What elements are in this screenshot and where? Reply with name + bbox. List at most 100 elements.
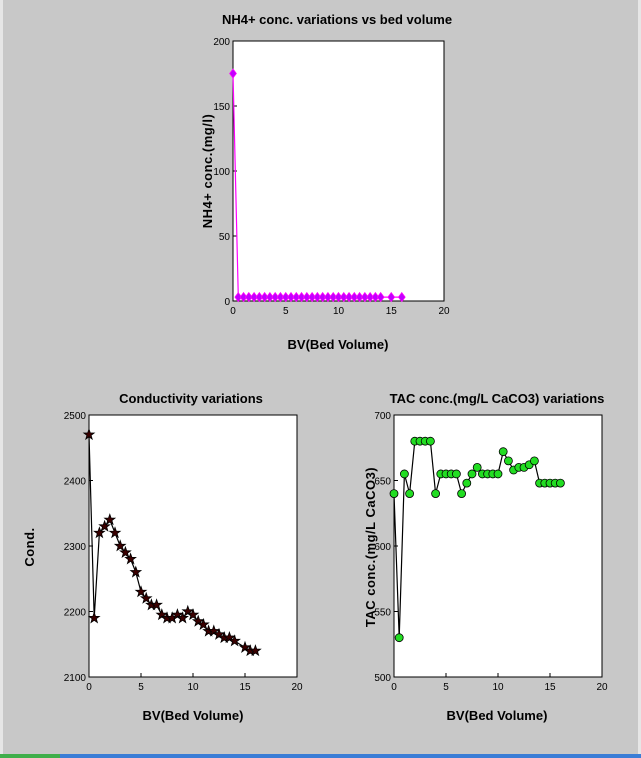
nh4-data-point bbox=[334, 291, 343, 303]
cond-data-point bbox=[171, 608, 184, 621]
nh4-data-point bbox=[376, 291, 385, 303]
cond-x-axis: 0 5 10 15 20 bbox=[86, 673, 303, 693]
nh4-x-tick-label-2: 10 bbox=[333, 306, 345, 317]
cond-data-point bbox=[139, 591, 153, 604]
tac-x-tick-label-0: 0 bbox=[391, 682, 397, 693]
tac-data-point bbox=[467, 469, 477, 479]
nh4-y-tick-label-2: 100 bbox=[213, 167, 230, 178]
cond-x-tick-label-0: 0 bbox=[86, 682, 92, 693]
cond-data-point bbox=[113, 539, 127, 552]
nh4-data-point bbox=[371, 291, 380, 303]
cond-x-tick-label-3: 15 bbox=[239, 682, 251, 693]
cond-x-tick-label-4: 20 bbox=[291, 682, 303, 693]
cond-y-tick-label-3: 2400 bbox=[64, 477, 87, 488]
cond-data-point bbox=[98, 519, 111, 532]
nh4-data-point bbox=[313, 291, 322, 303]
cond-chart: Conductivity variations 0 5 10 15 20 2100 220… bbox=[22, 391, 303, 723]
cond-x-tick-label-2: 10 bbox=[187, 682, 199, 693]
bottom-strip bbox=[0, 754, 641, 758]
nh4-data-point bbox=[287, 291, 295, 303]
cond-data-point bbox=[238, 640, 252, 653]
tac-data-point bbox=[556, 478, 565, 488]
nh4-data-point bbox=[239, 291, 248, 303]
tac-data-point bbox=[462, 478, 472, 488]
tac-data-point bbox=[451, 469, 461, 479]
nh4-data-point bbox=[397, 291, 406, 303]
tac-data-point bbox=[493, 469, 503, 479]
cond-y-axis-label: Cond. bbox=[22, 527, 37, 566]
cond-data-point bbox=[186, 608, 200, 621]
tac-x-tick-label-4: 20 bbox=[596, 682, 608, 693]
nh4-x-tick-label-3: 15 bbox=[386, 306, 398, 317]
nh4-data-point bbox=[308, 291, 316, 303]
cond-data-point bbox=[150, 598, 163, 611]
tac-data-point bbox=[472, 462, 482, 472]
tac-x-tick-label-1: 5 bbox=[443, 682, 449, 693]
cond-data-point bbox=[207, 624, 221, 637]
nh4-data-point bbox=[345, 291, 353, 303]
tac-data-point bbox=[530, 456, 539, 466]
nh4-x-axis-label: BV(Bed Volume) bbox=[288, 337, 389, 352]
nh4-data-point bbox=[271, 291, 280, 303]
nh4-data-point bbox=[244, 291, 253, 303]
nh4-y-tick-label-3: 150 bbox=[213, 102, 230, 113]
tac-x-axis-label: BV(Bed Volume) bbox=[447, 708, 548, 723]
nh4-chart-title: NH4+ conc. variations vs bed volume bbox=[222, 12, 452, 27]
tac-data-point bbox=[389, 489, 399, 499]
tac-data-point bbox=[405, 489, 415, 499]
tac-data-point bbox=[425, 436, 435, 446]
nh4-data-point bbox=[387, 291, 396, 303]
cond-data-point bbox=[223, 630, 236, 644]
cond-data-point bbox=[176, 611, 189, 624]
tac-data-point bbox=[399, 469, 409, 479]
cond-data-point bbox=[228, 634, 241, 647]
tac-data-point bbox=[431, 489, 441, 499]
cond-y-tick-label-2: 2300 bbox=[64, 542, 87, 553]
cond-data-point bbox=[197, 617, 210, 630]
nh4-data-point bbox=[361, 291, 369, 303]
cond-data-point bbox=[134, 585, 148, 598]
cond-data-point bbox=[93, 526, 106, 539]
nh4-data-point bbox=[250, 291, 258, 303]
tac-chart-title: TAC conc.(mg/L CaCO3) variations bbox=[390, 391, 605, 406]
tac-y-tick-label-3: 650 bbox=[374, 477, 391, 488]
cond-data-point bbox=[119, 545, 132, 558]
tac-x-tick-label-3: 15 bbox=[544, 682, 556, 693]
nh4-y-tick-label-4: 200 bbox=[213, 37, 230, 48]
tac-y-tick-label-2: 600 bbox=[374, 542, 391, 553]
cond-chart-title: Conductivity variations bbox=[119, 391, 263, 406]
nh4-data-point bbox=[281, 291, 290, 303]
tac-y-tick-label-0: 500 bbox=[374, 673, 391, 684]
nh4-data-point bbox=[276, 291, 285, 303]
cond-data-point bbox=[249, 644, 262, 657]
cond-y-axis: 2100 2200 2300 2400 2500 bbox=[64, 411, 93, 684]
nh4-data-point bbox=[292, 291, 301, 303]
nh4-chart: NH4+ conc. variations vs bed volume 0 5 10… bbox=[200, 12, 452, 352]
nh4-data-point bbox=[234, 291, 243, 303]
tac-y-tick-label-4: 700 bbox=[374, 411, 391, 422]
cond-data-point bbox=[212, 627, 226, 640]
nh4-data-point bbox=[355, 291, 364, 303]
nh4-data-point bbox=[350, 291, 359, 303]
tac-plot-area bbox=[393, 414, 603, 678]
cond-y-tick-label-1: 2200 bbox=[64, 608, 87, 619]
nh4-x-tick-label-0: 0 bbox=[230, 306, 236, 317]
cond-y-tick-label-4: 2500 bbox=[64, 411, 87, 422]
nh4-data-point bbox=[324, 291, 332, 303]
nh4-plot-area bbox=[232, 40, 445, 302]
cond-x-axis-label: BV(Bed Volume) bbox=[143, 708, 244, 723]
nh4-data-point bbox=[255, 291, 264, 303]
nh4-y-axis-label: NH4+ conc.(mg/l) bbox=[200, 114, 215, 229]
nh4-data-point bbox=[229, 68, 237, 79]
nh4-x-tick-label-4: 20 bbox=[438, 306, 450, 317]
tac-chart: TAC conc.(mg/L CaCO3) variations 0 5 10 15 2… bbox=[363, 391, 608, 723]
nh4-data-point bbox=[318, 291, 327, 303]
tac-data-point bbox=[457, 489, 467, 499]
tac-data-point bbox=[503, 456, 513, 466]
frame-border-left bbox=[0, 0, 3, 758]
nh4-data-point bbox=[302, 291, 311, 303]
tac-data-point bbox=[498, 447, 508, 457]
cond-data-point bbox=[103, 513, 117, 526]
cond-data-point bbox=[129, 565, 143, 578]
